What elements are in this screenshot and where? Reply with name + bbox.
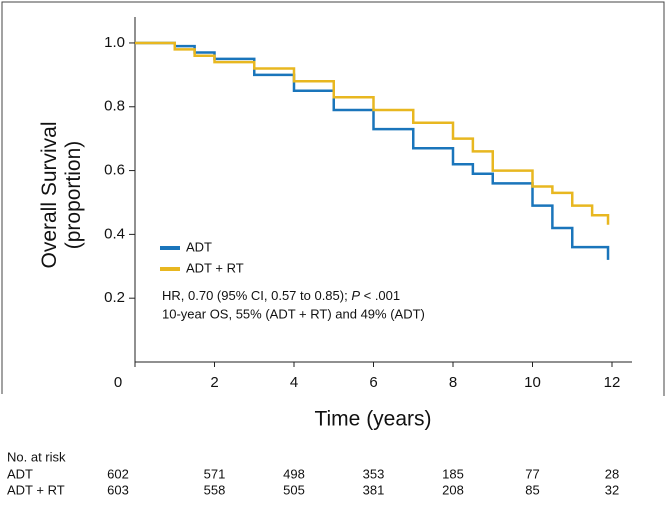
risk-count: 208 bbox=[442, 482, 464, 497]
annotation-part: < .001 bbox=[360, 288, 400, 303]
annotation: HR, 0.70 (95% CI, 0.57 to 0.85); P < .00… bbox=[162, 288, 400, 303]
y-tick-label: 1.0 bbox=[104, 34, 125, 51]
x-tick-label: 2 bbox=[210, 374, 218, 391]
risk-count: 505 bbox=[283, 482, 305, 497]
frame bbox=[1, 1, 665, 396]
risk-count: 558 bbox=[204, 482, 226, 497]
y-tick-label: 0.4 bbox=[104, 225, 125, 242]
risk-count: 85 bbox=[525, 482, 539, 497]
risk-count: 28 bbox=[605, 466, 619, 481]
risk-count: 32 bbox=[605, 482, 619, 497]
annotation-part: P bbox=[351, 288, 360, 303]
risk-count: 603 bbox=[107, 482, 129, 497]
x-tick-label: 4 bbox=[290, 374, 298, 391]
risk-count: 381 bbox=[363, 482, 385, 497]
risk-count: 498 bbox=[283, 466, 305, 481]
y-axis-label: Overall Survival(proportion) bbox=[38, 121, 85, 268]
x-axis-label: Time (years) bbox=[314, 408, 431, 431]
risk-row-label: ADT bbox=[7, 466, 33, 481]
annotation-part: HR, 0.70 (95% CI, 0.57 to 0.85); bbox=[162, 288, 351, 303]
y-tick-label: 0.8 bbox=[104, 98, 125, 115]
y-tick-label: 0.2 bbox=[104, 289, 125, 306]
x-tick-label: 12 bbox=[604, 374, 621, 391]
y-axis-label-line: (proportion) bbox=[62, 141, 85, 250]
risk-count: 571 bbox=[204, 466, 226, 481]
x-tick-label: 10 bbox=[524, 374, 541, 391]
x-tick-label: 6 bbox=[369, 374, 377, 391]
risk-count: 602 bbox=[107, 466, 129, 481]
risk-row-label: ADT + RT bbox=[7, 482, 65, 497]
risk-count: 185 bbox=[442, 466, 464, 481]
y-tick-label: 0.6 bbox=[104, 162, 125, 179]
risk-count: 77 bbox=[525, 466, 539, 481]
survival-curve bbox=[135, 41, 610, 225]
legend-label: ADT bbox=[186, 239, 212, 254]
annotation: 10-year OS, 55% (ADT + RT) and 49% (ADT) bbox=[162, 306, 425, 321]
legend-label: ADT + RT bbox=[186, 260, 244, 275]
risk-count: 353 bbox=[363, 466, 385, 481]
survival-curve bbox=[135, 41, 610, 260]
x-tick-label: 0 bbox=[114, 374, 122, 391]
y-axis-label-line: Overall Survival bbox=[38, 121, 61, 268]
x-tick-label: 8 bbox=[449, 374, 457, 391]
risk-title: No. at risk bbox=[7, 449, 66, 464]
